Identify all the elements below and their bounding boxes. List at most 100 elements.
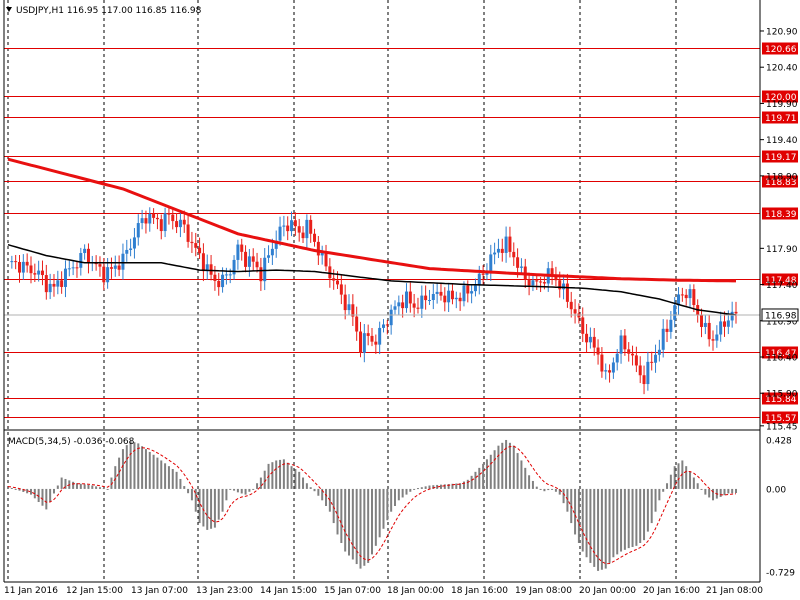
candle-body [102, 266, 106, 283]
macd-bar [428, 485, 431, 489]
level-price-label: 116.47 [765, 349, 797, 359]
candle-body [703, 322, 707, 327]
macd-bar [485, 459, 488, 489]
macd-bar [623, 488, 626, 550]
macd-bar [489, 454, 492, 489]
candle-body [427, 300, 431, 302]
candle-body [657, 349, 661, 355]
candle-body [297, 226, 301, 233]
macd-bar [332, 488, 335, 524]
macd-bar [210, 488, 213, 529]
macd-bar [482, 463, 485, 489]
candle-body [650, 361, 654, 363]
macd-bar [401, 488, 404, 498]
macd-bar [662, 488, 665, 492]
time-label: 13 Jan 07:00 [131, 586, 188, 596]
macd-bar [167, 466, 170, 489]
macd-bar [271, 462, 274, 489]
macd-bar [508, 442, 511, 489]
candle-body [734, 311, 738, 314]
candle-body [355, 316, 359, 332]
candle-body [67, 268, 71, 270]
candle-body [466, 285, 470, 294]
macd-bar [294, 469, 297, 489]
candle-body [232, 259, 236, 275]
candle-body [592, 336, 596, 348]
candle-body [631, 353, 635, 356]
ma-slow-line [7, 157, 736, 283]
level-price-box [762, 392, 798, 405]
candle-body [79, 253, 83, 268]
macd-bar [712, 488, 715, 501]
candle-body [17, 261, 21, 273]
price-axis: 120.66 120.00 119.71 119.17 118.83 118.39 117.… [4, 27, 799, 578]
macd-bar [639, 488, 642, 543]
candle-body [604, 370, 608, 372]
macd-bar [225, 488, 228, 501]
macd-bar [708, 488, 711, 498]
candle-body [707, 322, 711, 340]
macd-bar [18, 488, 21, 491]
candle-body [489, 254, 493, 273]
candle-body [608, 370, 612, 373]
moving-averages [7, 157, 737, 316]
candle-body [10, 261, 14, 263]
candle-body [293, 220, 297, 227]
candlesticks [10, 206, 738, 395]
macd-bar [348, 488, 351, 556]
macd-bar [585, 488, 588, 558]
time-label: 20 Jan 00:00 [579, 586, 636, 596]
candle-body [106, 267, 110, 283]
candle-body [228, 274, 232, 276]
candle-body [654, 354, 658, 363]
macd-bar [551, 488, 554, 490]
macd-bar [409, 488, 412, 492]
macd-bar [593, 488, 596, 567]
candle-body [259, 267, 263, 282]
macd-bar [371, 488, 373, 555]
time-label: 20 Jan 16:00 [643, 586, 700, 596]
candle-body [159, 219, 163, 232]
dropdown-icon[interactable] [6, 7, 12, 12]
candle-body [121, 253, 125, 270]
candle-body [397, 302, 401, 307]
macd-bar [689, 471, 692, 489]
candle-body [370, 335, 374, 342]
macd-bar [75, 483, 78, 489]
candle-body [167, 213, 171, 215]
time-label: 18 Jan 00:00 [387, 586, 444, 596]
macd-bar [60, 477, 63, 489]
candle-body [274, 240, 278, 249]
candle-body [726, 320, 730, 327]
level-price-box [762, 175, 798, 188]
macd-bar [248, 488, 251, 492]
macd-bar [558, 488, 561, 495]
candle-body [684, 294, 688, 299]
candle-body [404, 291, 408, 309]
macd-bar [562, 488, 565, 504]
candle-body [278, 226, 282, 241]
macd-bar [470, 475, 473, 489]
macd-bar [397, 488, 400, 501]
macd-tick-label: -0.729 [766, 568, 795, 578]
macd-bar [213, 488, 216, 528]
macd-bar [49, 488, 52, 502]
candle-body [270, 248, 274, 256]
price-tick-label: 115.90 [766, 390, 798, 400]
candle-body [550, 268, 554, 275]
candle-body [381, 324, 385, 328]
macd-bar [183, 486, 186, 489]
candle-body [336, 280, 340, 285]
macd-bar [439, 484, 442, 489]
candle-body [512, 251, 516, 258]
candle-body [247, 256, 251, 267]
macd-bar [677, 463, 680, 489]
macd-bar [382, 488, 385, 529]
macd-bar [478, 467, 481, 489]
candle-body [669, 319, 673, 332]
candle-body [581, 317, 585, 334]
candle-body [113, 265, 117, 269]
level-price-label: 119.17 [765, 153, 797, 163]
candle-body [412, 303, 416, 308]
candle-body [389, 309, 393, 326]
